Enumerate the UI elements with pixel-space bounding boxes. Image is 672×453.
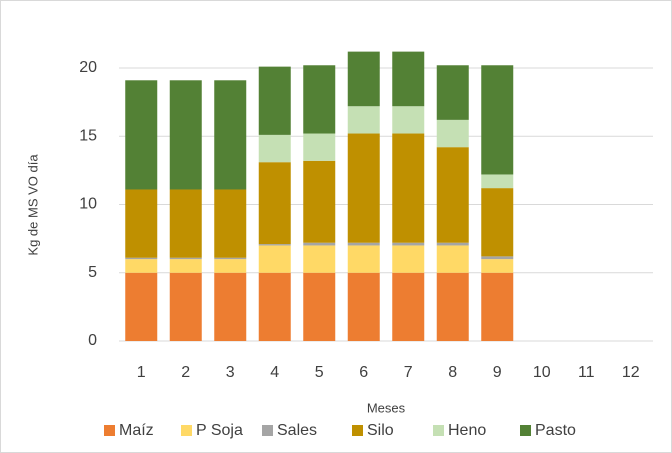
x-tick-label: 11 xyxy=(578,364,595,381)
x-tick-label: 9 xyxy=(493,364,502,381)
bar-segment xyxy=(347,106,380,134)
x-tick-label: 6 xyxy=(359,364,368,381)
legend-swatch xyxy=(104,425,115,436)
bar-segment xyxy=(481,256,514,260)
legend-swatch xyxy=(262,425,273,436)
bar-segment xyxy=(169,259,202,273)
x-tick-label: 1 xyxy=(137,364,146,381)
legend-label: Heno xyxy=(448,422,486,439)
y-tick-label: 10 xyxy=(79,196,97,213)
x-tick-label: 2 xyxy=(181,364,190,381)
bar-segment xyxy=(125,257,158,260)
x-tick-label: 5 xyxy=(315,364,324,381)
x-tick-label: 7 xyxy=(404,364,413,381)
x-tick-label: 3 xyxy=(226,364,235,381)
x-axis-title: Meses xyxy=(367,400,406,415)
x-tick-label: 10 xyxy=(533,364,551,381)
legend-swatch xyxy=(352,425,363,436)
legend-label: Pasto xyxy=(535,422,576,439)
bar-segment xyxy=(436,147,469,243)
bar-segment xyxy=(436,272,469,341)
bar-segment xyxy=(392,242,425,246)
bar-segment xyxy=(347,272,380,341)
y-tick-label: 5 xyxy=(88,264,97,281)
bar-segment xyxy=(481,259,514,273)
bar-segment xyxy=(303,242,336,246)
bar-segment xyxy=(169,272,202,341)
bar-segment xyxy=(214,272,247,341)
bar-segment xyxy=(169,189,202,258)
bar-segment xyxy=(481,174,514,189)
legend-label: Sales xyxy=(277,422,317,439)
x-tick-label: 4 xyxy=(270,364,279,381)
bar-segment xyxy=(169,257,202,260)
bar-segment xyxy=(303,160,336,243)
bar-segment xyxy=(258,162,291,245)
bar-segment xyxy=(125,80,158,190)
legend-swatch xyxy=(433,425,444,436)
bar-segment xyxy=(258,134,291,163)
bar-segment xyxy=(481,188,514,257)
legend-label: P Soja xyxy=(196,422,243,439)
bar-segment xyxy=(214,259,247,273)
bar-segment xyxy=(347,51,380,107)
y-tick-label: 0 xyxy=(88,332,97,349)
bar-segment xyxy=(436,242,469,246)
bar-segment xyxy=(347,242,380,246)
bar-segment xyxy=(303,133,336,161)
x-tick-label: 12 xyxy=(622,364,640,381)
bar-segment xyxy=(436,65,469,120)
bar-segment xyxy=(347,133,380,243)
legend-label: Maíz xyxy=(119,422,154,439)
legend-label: Silo xyxy=(367,422,394,439)
bar-segment xyxy=(214,257,247,260)
bar-segment xyxy=(125,189,158,258)
y-tick-label: 15 xyxy=(79,127,97,144)
bar-segment xyxy=(258,244,291,246)
bar-segment xyxy=(303,245,336,273)
legend-swatch xyxy=(520,425,531,436)
bar-segment xyxy=(258,272,291,341)
bar-segment xyxy=(214,80,247,190)
bar-segment xyxy=(392,245,425,273)
bar-segment xyxy=(125,259,158,273)
bar-segment xyxy=(214,189,247,258)
bar-segment xyxy=(169,80,202,190)
y-tick-label: 20 xyxy=(79,59,97,76)
bar-segment xyxy=(481,65,514,175)
bar-segment xyxy=(303,65,336,134)
bar-segment xyxy=(481,272,514,341)
legend-swatch xyxy=(181,425,192,436)
bar-segment xyxy=(436,245,469,273)
bar-segment xyxy=(392,106,425,134)
bar-segment xyxy=(392,133,425,243)
y-axis-title: Kg de MS VO día xyxy=(25,154,40,256)
bar-segment xyxy=(258,66,291,135)
bar-segment xyxy=(303,272,336,341)
bar-segment xyxy=(392,51,425,107)
bar-segment xyxy=(436,119,469,148)
bar-segment xyxy=(125,272,158,341)
bar-segment xyxy=(258,245,291,273)
bar-segment xyxy=(347,245,380,273)
bar-segment xyxy=(392,272,425,341)
x-tick-label: 8 xyxy=(448,364,457,381)
